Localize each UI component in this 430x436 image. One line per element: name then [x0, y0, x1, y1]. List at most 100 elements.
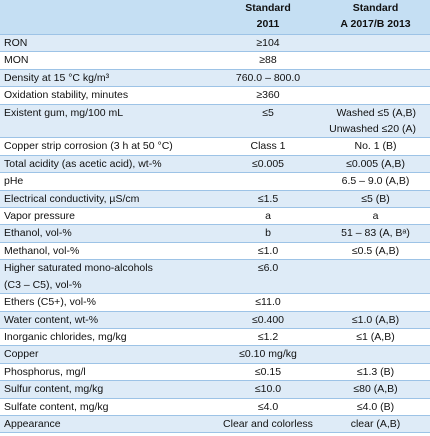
table-cell	[215, 172, 321, 191]
table-cell: Electrical conductivity, µS/cm	[0, 190, 215, 209]
table-cell	[321, 345, 430, 364]
cell-text: ≤1.0	[257, 244, 279, 257]
table-cell: 51 – 83 (A, Bᵃ)	[321, 224, 430, 243]
table-cell: Washed ≤5 (A,B) Unwashed ≤20 (A)	[321, 104, 430, 139]
cell-text: ≤80 (A,B)	[353, 383, 398, 396]
cell-text: Sulfur content, mg/kg	[4, 383, 104, 396]
cell-text: Unwashed ≤20 (A)	[329, 123, 416, 136]
table-cell: Density at 15 °C kg/m³	[0, 69, 215, 88]
cell-text: Methanol, vol-%	[4, 244, 80, 257]
cell-text: Standard	[245, 2, 291, 14]
table-cell: ≤0.5 (A,B)	[321, 242, 430, 261]
cell-text: Phosphorus, mg/l	[4, 365, 86, 378]
table-cell: Higher saturated mono-alcohols (C3 – C5),…	[0, 259, 215, 295]
table-row: Electrical conductivity, µS/cm ≤1.5 ≤5 (B)	[0, 190, 430, 209]
cell-text: ≤1 (A,B)	[356, 330, 395, 343]
cell-text: Copper	[4, 348, 39, 361]
header-row: Standard 2011 Standard A 2017/B 2013	[0, 0, 430, 35]
header-cell: Standard 2011	[215, 0, 321, 35]
table-body: RON ≥104 MON ≥88 Density at 15 °C kg/m³ 760.0…	[0, 34, 430, 434]
cell-text: 51 – 83 (A, Bᵃ)	[341, 227, 410, 240]
cell-text: ≤0.10 mg/kg	[239, 348, 297, 361]
cell-text: ≤11.0	[255, 296, 281, 309]
cell-text: Inorganic chlorides, mg/kg	[4, 330, 127, 343]
cell-text: Total acidity (as acetic acid), wt-%	[4, 157, 162, 170]
table-cell: ≤11.0	[215, 293, 321, 312]
cell-text: Ethers (C5+), vol-%	[4, 296, 96, 309]
cell-text: ≥104	[256, 37, 280, 49]
table-cell: No. 1 (B)	[321, 137, 430, 156]
table-cell	[321, 51, 430, 70]
table-cell: ≤0.10 mg/kg	[215, 345, 321, 364]
table-cell: Phosphorus, mg/l	[0, 363, 215, 382]
cell-text: (C3 – C5), vol-%	[4, 278, 82, 291]
table-cell	[321, 69, 430, 88]
table-row: Sulfur content, mg/kg ≤10.0 ≤80 (A,B)	[0, 380, 430, 399]
header-cell: Standard A 2017/B 2013	[321, 0, 430, 35]
table-cell: ≤10.0	[215, 380, 321, 399]
cell-text: ≥88	[259, 54, 277, 67]
cell-text: Standard	[352, 2, 399, 14]
cell-text: clear (A,B)	[350, 417, 401, 430]
table-cell: ≤1.5	[215, 190, 321, 209]
table-cell: clear (A,B)	[321, 415, 430, 434]
table-row: Existent gum, mg/100 mL ≤5 Washed ≤5 (A,B)…	[0, 104, 430, 139]
cell-text: 2011	[256, 18, 280, 31]
table-row: RON ≥104	[0, 34, 430, 53]
table-cell: ≤1.0	[215, 242, 321, 261]
header-cell	[0, 0, 215, 35]
cell-text: ≤0.005	[251, 157, 285, 170]
table-row: Total acidity (as acetic acid), wt-% ≤0.0…	[0, 155, 430, 174]
cell-text: ≤0.005 (A,B)	[346, 157, 405, 170]
table-cell: Copper strip corrosion (3 h at 50 °C)	[0, 137, 215, 156]
table-cell: ≤6.0	[215, 259, 321, 295]
table-cell: ≤5	[215, 104, 321, 139]
table-cell	[321, 34, 430, 53]
table-cell: b	[215, 224, 321, 243]
table-cell: ≤4.0 (B)	[321, 398, 430, 416]
table-cell: Existent gum, mg/100 mL	[0, 104, 215, 139]
cell-text: Oxidation stability, minutes	[4, 89, 129, 102]
table-cell: Appearance	[0, 415, 215, 434]
table-cell: Methanol, vol-%	[0, 242, 215, 261]
cell-text: ≤4.0	[257, 400, 279, 413]
cell-text: a	[265, 210, 271, 223]
cell-text: pHe	[4, 175, 24, 188]
cell-text: ≤0.400	[251, 313, 285, 326]
table-cell: 760.0 – 800.0	[215, 69, 321, 88]
cell-text: a	[372, 210, 379, 223]
table-cell: ≥104	[215, 34, 321, 53]
table-cell: ≤1.3 (B)	[321, 363, 430, 382]
table-cell: Sulfate content, mg/kg	[0, 398, 215, 416]
table-cell: ≤0.15	[215, 363, 321, 382]
cell-text: Copper strip corrosion (3 h at 50 °C)	[4, 140, 173, 153]
cell-text: ≤5	[262, 106, 274, 119]
table-cell: ≤1 (A,B)	[321, 328, 430, 347]
cell-text: Higher saturated mono-alcohols	[4, 262, 153, 275]
table-cell: ≤1.2	[215, 328, 321, 347]
cell-text: Vapor pressure	[4, 210, 76, 223]
table-cell: RON	[0, 34, 215, 53]
table-row: Higher saturated mono-alcohols (C3 – C5),…	[0, 259, 430, 295]
table-row: Sulfate content, mg/kg ≤4.0 ≤4.0 (B)	[0, 398, 430, 416]
cell-text: Class 1	[250, 140, 286, 153]
cell-text: Clear and colorless	[223, 417, 313, 430]
table-cell: ≤1.0 (A,B)	[321, 311, 430, 329]
cell-text: 6.5 – 9.0 (A,B)	[341, 175, 410, 188]
table-cell: ≤0.400	[215, 311, 321, 329]
cell-text: Appearance	[4, 417, 61, 430]
cell-text: b	[265, 227, 271, 240]
table-cell: ≤0.005	[215, 155, 321, 174]
table-cell: 6.5 – 9.0 (A,B)	[321, 172, 430, 191]
table-cell: a	[215, 207, 321, 226]
cell-text: Density at 15 °C kg/m³	[4, 71, 110, 84]
cell-text: ≤5 (B)	[361, 192, 390, 205]
table-row: Copper ≤0.10 mg/kg	[0, 345, 430, 364]
cell-text: ≤10.0	[254, 383, 282, 396]
table-row: Methanol, vol-% ≤1.0 ≤0.5 (A,B)	[0, 242, 430, 261]
table-row: Density at 15 °C kg/m³ 760.0 – 800.0	[0, 69, 430, 88]
table-row: Ethers (C5+), vol-% ≤11.0	[0, 293, 430, 312]
table-cell: Sulfur content, mg/kg	[0, 380, 215, 399]
